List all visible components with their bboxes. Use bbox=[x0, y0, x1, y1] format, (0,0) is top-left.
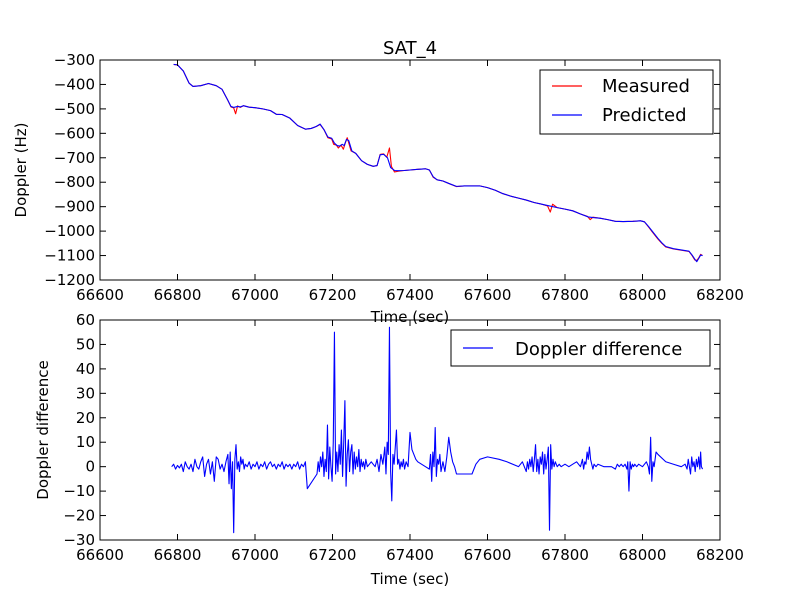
legend-difference-label: Doppler difference bbox=[515, 339, 682, 360]
doppler-y-tick-label: −1100 bbox=[44, 247, 95, 265]
difference-x-tick-label: 67200 bbox=[309, 546, 357, 564]
difference-y-tick-label: 50 bbox=[76, 335, 95, 353]
difference-y-tick-label: 10 bbox=[76, 433, 95, 451]
difference-y-tick-label: −20 bbox=[63, 507, 95, 525]
legend-predicted-label: Predicted bbox=[602, 105, 687, 126]
doppler-x-tick-label: 66800 bbox=[154, 286, 202, 304]
doppler-y-tick-label: −400 bbox=[54, 75, 95, 93]
difference-x-tick-label: 66800 bbox=[154, 546, 202, 564]
doppler-x-axis-label: Time (sec) bbox=[370, 308, 449, 326]
doppler-x-tick-label: 67800 bbox=[541, 286, 589, 304]
doppler-x-tick-label: 67400 bbox=[386, 286, 434, 304]
difference-y-axis-label: Doppler difference bbox=[34, 360, 52, 499]
difference-x-tick-label: 68200 bbox=[696, 546, 744, 564]
difference-x-tick-label: 67600 bbox=[464, 546, 512, 564]
doppler-y-tick-label: −900 bbox=[54, 198, 95, 216]
doppler-x-tick-label: 68000 bbox=[619, 286, 667, 304]
doppler-chart: 66600 66800 67000 67200 67400 67600 67800 68000… bbox=[12, 38, 744, 326]
difference-y-tick-label: 40 bbox=[76, 360, 95, 378]
doppler-chart-title: SAT_4 bbox=[383, 38, 437, 59]
doppler-x-tick-label: 66600 bbox=[76, 286, 124, 304]
doppler-difference-chart: 66600 66800 67000 67200 67400 67600 67800 68000… bbox=[34, 311, 744, 588]
doppler-series-predicted-line bbox=[173, 63, 703, 263]
difference-y-tick-label: 30 bbox=[76, 384, 95, 402]
difference-x-tick-label: 67000 bbox=[231, 546, 279, 564]
doppler-legend-box bbox=[539, 69, 714, 135]
difference-y-tick-label: 0 bbox=[85, 458, 95, 476]
doppler-y-tick-label: −1200 bbox=[44, 271, 95, 289]
legend-measured-label: Measured bbox=[602, 76, 690, 97]
difference-y-tick-label: −10 bbox=[63, 482, 95, 500]
doppler-y-tick-label: −700 bbox=[54, 149, 95, 167]
difference-y-tick-label: −30 bbox=[63, 531, 95, 549]
doppler-y-tick-label: −800 bbox=[54, 173, 95, 191]
difference-y-tick-label: 20 bbox=[76, 409, 95, 427]
difference-series-doppler-difference-line bbox=[171, 326, 704, 534]
difference-x-tick-label: 67800 bbox=[541, 546, 589, 564]
difference-x-axis-label: Time (sec) bbox=[370, 570, 449, 588]
doppler-x-tick-label: 67200 bbox=[309, 286, 357, 304]
doppler-y-tick-label: −300 bbox=[54, 51, 95, 69]
doppler-y-tick-label: −500 bbox=[54, 100, 95, 118]
doppler-x-tick-label: 67000 bbox=[231, 286, 279, 304]
doppler-y-tick-label: −1000 bbox=[44, 222, 95, 240]
difference-x-tick-label: 66600 bbox=[76, 546, 124, 564]
doppler-y-tick-label: −600 bbox=[54, 124, 95, 142]
difference-legend-box bbox=[450, 329, 711, 367]
doppler-x-tick-label: 68200 bbox=[696, 286, 744, 304]
doppler-y-axis-label: Doppler (Hz) bbox=[12, 123, 30, 218]
doppler-x-tick-label: 67600 bbox=[464, 286, 512, 304]
difference-legend: Doppler difference bbox=[450, 329, 711, 367]
difference-x-tick-label: 67400 bbox=[386, 546, 434, 564]
difference-x-tick-label: 68000 bbox=[619, 546, 667, 564]
difference-y-tick-label: 60 bbox=[76, 311, 95, 329]
doppler-legend: Measured Predicted bbox=[539, 69, 714, 135]
